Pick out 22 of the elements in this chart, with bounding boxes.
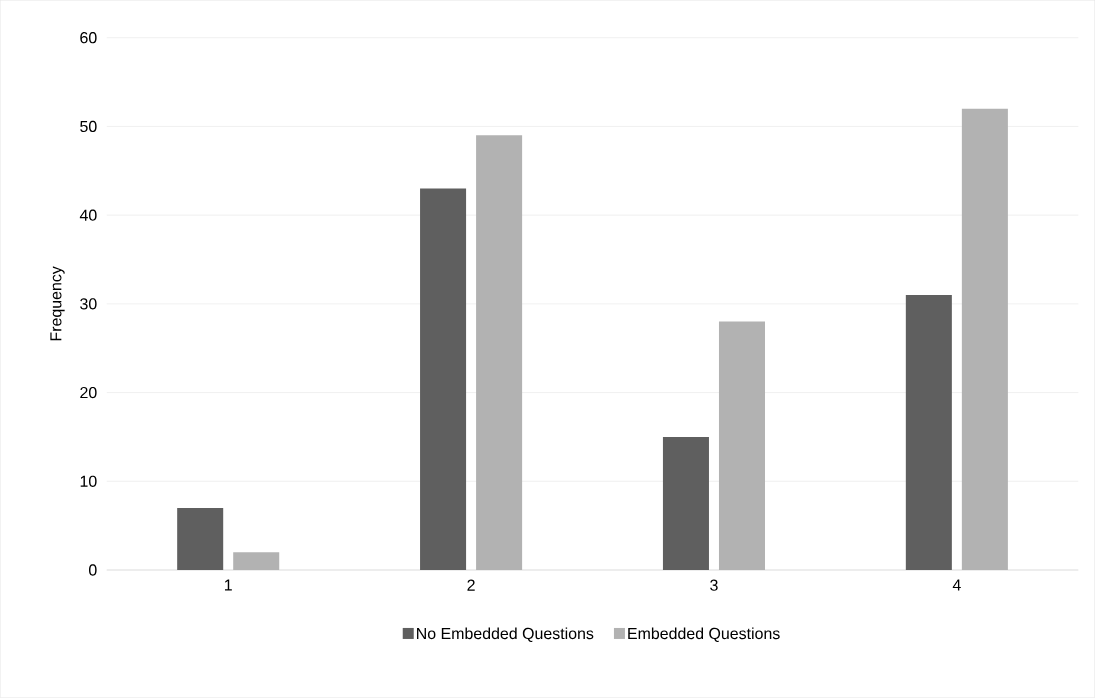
- bar: [476, 135, 523, 571]
- y-tick-label: 50: [80, 120, 97, 133]
- bar: [420, 188, 467, 571]
- bar: [961, 108, 1008, 571]
- legend-label: Embedded Questions: [628, 627, 780, 643]
- legend-label: No Embedded Questions: [417, 627, 594, 643]
- x-tick-label: 2: [467, 579, 475, 591]
- bar: [718, 321, 765, 571]
- x-tick-label: 1: [224, 579, 232, 591]
- bar: [233, 552, 280, 571]
- y-tick-label: 60: [80, 32, 97, 44]
- y-axis-title: Frequency: [50, 266, 65, 341]
- x-tick-label: 4: [952, 579, 961, 591]
- bar: [905, 295, 952, 571]
- bar: [662, 437, 709, 571]
- y-tick-label: 0: [88, 564, 97, 576]
- y-tick-label: 10: [80, 475, 97, 488]
- y-tick-label: 40: [79, 209, 97, 221]
- bar: [177, 508, 224, 571]
- y-tick-label: 20: [80, 387, 97, 399]
- x-tick-label: 3: [710, 579, 718, 591]
- y-tick-label: 30: [80, 298, 97, 310]
